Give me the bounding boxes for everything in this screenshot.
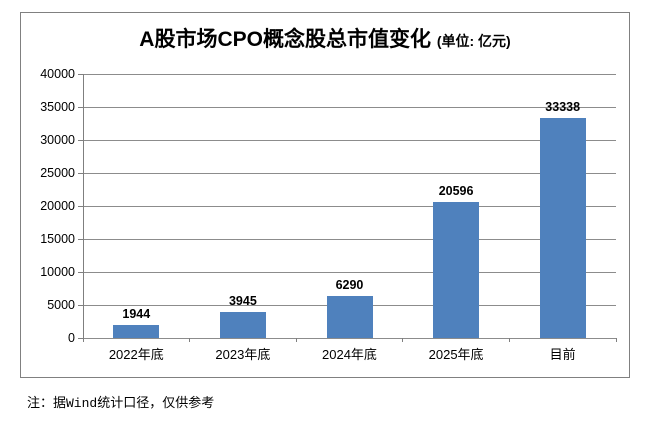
y-axis-label: 30000 — [40, 133, 75, 147]
gridline — [83, 73, 616, 75]
x-axis-tick — [615, 338, 617, 342]
x-category-label: 2022年底 — [108, 347, 164, 362]
chart-title-text: A股市场CPO概念股总市值变化 — [139, 28, 431, 51]
bar — [113, 325, 160, 338]
y-axis-label: 25000 — [40, 166, 75, 180]
plot-area: 0 5000 10000 15000 20000 25000 30000 35000 40000… — [40, 67, 617, 362]
bar — [433, 202, 480, 338]
gridline — [83, 172, 616, 174]
y-axis-label: 5000 — [47, 298, 75, 312]
y-axis-label: 40000 — [40, 67, 75, 81]
gridline — [83, 238, 616, 240]
bar — [219, 311, 266, 338]
footnote: 注：据Wind统计口径，仅供参考 — [27, 396, 215, 411]
y-axis-tick — [78, 205, 83, 207]
y-axis-label: 10000 — [40, 265, 75, 279]
bar-value-label: 20596 — [438, 184, 474, 199]
gridline — [83, 205, 616, 207]
gridline — [83, 337, 616, 339]
x-axis-tick — [402, 338, 404, 342]
y-axis-line — [83, 74, 84, 339]
bar-value-label: 3945 — [228, 293, 257, 308]
chart-title-unit: (单位: 亿元) — [436, 33, 511, 49]
y-axis-label: 15000 — [40, 232, 75, 246]
gridline — [83, 139, 616, 141]
bar-value-label: 1944 — [122, 307, 151, 322]
y-axis-label: 0 — [68, 331, 75, 345]
gridline — [83, 106, 616, 108]
gridline — [83, 271, 616, 273]
y-axis-label: 20000 — [40, 199, 75, 213]
y-axis-tick — [78, 106, 83, 108]
y-axis-tick — [78, 139, 83, 141]
x-axis-tick — [189, 338, 191, 342]
y-axis-label: 35000 — [40, 100, 75, 114]
x-axis-tick — [508, 338, 510, 342]
chart-frame: A股市场CPO概念股总市值变化 (单位: 亿元) 0 5000 10000 15000… — [20, 12, 630, 378]
y-axis-tick — [78, 271, 83, 273]
bar — [539, 117, 586, 338]
y-axis-tick — [78, 304, 83, 306]
x-category-label: 2025年底 — [428, 347, 484, 362]
y-axis-tick — [78, 172, 83, 174]
x-category-label: 目前 — [549, 347, 576, 362]
x-axis-tick — [295, 338, 297, 342]
bar-value-label: 33338 — [545, 99, 581, 114]
y-axis-tick — [78, 73, 83, 75]
x-category-label: 2024年底 — [322, 347, 377, 362]
chart-title: A股市场CPO概念股总市值变化 (单位: 亿元) — [21, 27, 629, 54]
x-axis-tick — [82, 338, 84, 342]
x-category-label: 2023年底 — [215, 347, 271, 362]
bar — [326, 296, 373, 338]
y-axis-tick — [78, 337, 83, 339]
y-axis-tick — [78, 238, 83, 240]
bar-value-label: 6290 — [335, 278, 364, 293]
